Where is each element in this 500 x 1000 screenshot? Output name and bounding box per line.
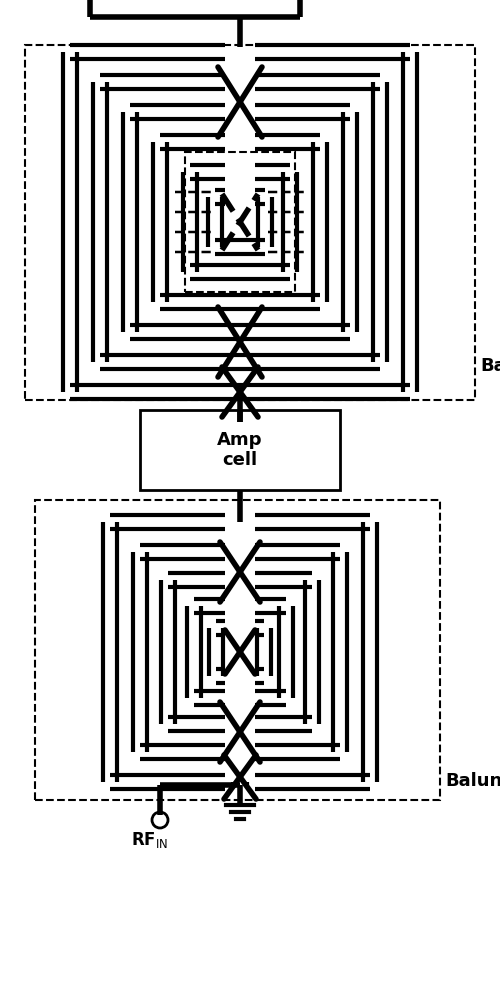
Text: Balun-in: Balun-in: [445, 772, 500, 790]
FancyBboxPatch shape: [140, 410, 340, 490]
Text: Amp
cell: Amp cell: [217, 431, 263, 469]
Text: Balun-out: Balun-out: [480, 357, 500, 375]
Text: RF$_{\mathsf{IN}}$: RF$_{\mathsf{IN}}$: [132, 830, 168, 850]
